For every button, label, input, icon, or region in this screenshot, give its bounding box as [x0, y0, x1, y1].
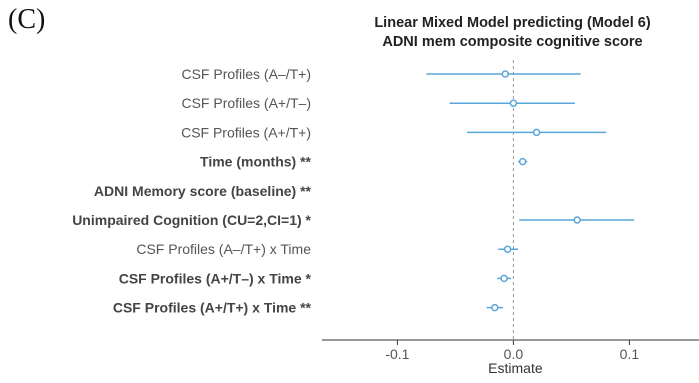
estimate-point	[573, 216, 581, 224]
estimate-point	[509, 99, 518, 107]
estimate-point	[532, 128, 541, 137]
row-label: Time (months) **	[200, 154, 312, 170]
row-label: ADNI Memory score (baseline) **	[94, 183, 312, 199]
estimate-point	[501, 70, 510, 78]
row-label: CSF Profiles (A+/T+)	[181, 124, 311, 140]
estimate-point	[500, 274, 508, 283]
x-tick-label: 0.1	[620, 346, 640, 362]
row-label: CSF Profiles (A–/T+)	[181, 66, 311, 82]
estimate-point	[503, 245, 512, 253]
row-label: CSF Profiles (A+/T–) x Time *	[119, 270, 312, 286]
x-axis-label: Estimate	[488, 360, 543, 376]
row-label: Unimpaired Cognition (CU=2,CI=1) *	[72, 212, 311, 228]
estimate-point	[518, 157, 527, 166]
chart-title-line-1: Linear Mixed Model predicting (Model 6)	[374, 15, 651, 31]
row-label: CSF Profiles (A–/T+) x Time	[136, 241, 311, 257]
x-tick-label: 0.0	[504, 346, 524, 362]
chart-title-line-2: ADNI mem composite cognitive score	[382, 34, 643, 50]
estimate-point	[491, 303, 499, 312]
panel-label: (C)	[8, 4, 46, 35]
row-label: CSF Profiles (A+/T–)	[181, 95, 311, 111]
x-tick-label: -0.1	[385, 346, 409, 362]
row-label: CSF Profiles (A+/T+) x Time **	[113, 300, 312, 316]
